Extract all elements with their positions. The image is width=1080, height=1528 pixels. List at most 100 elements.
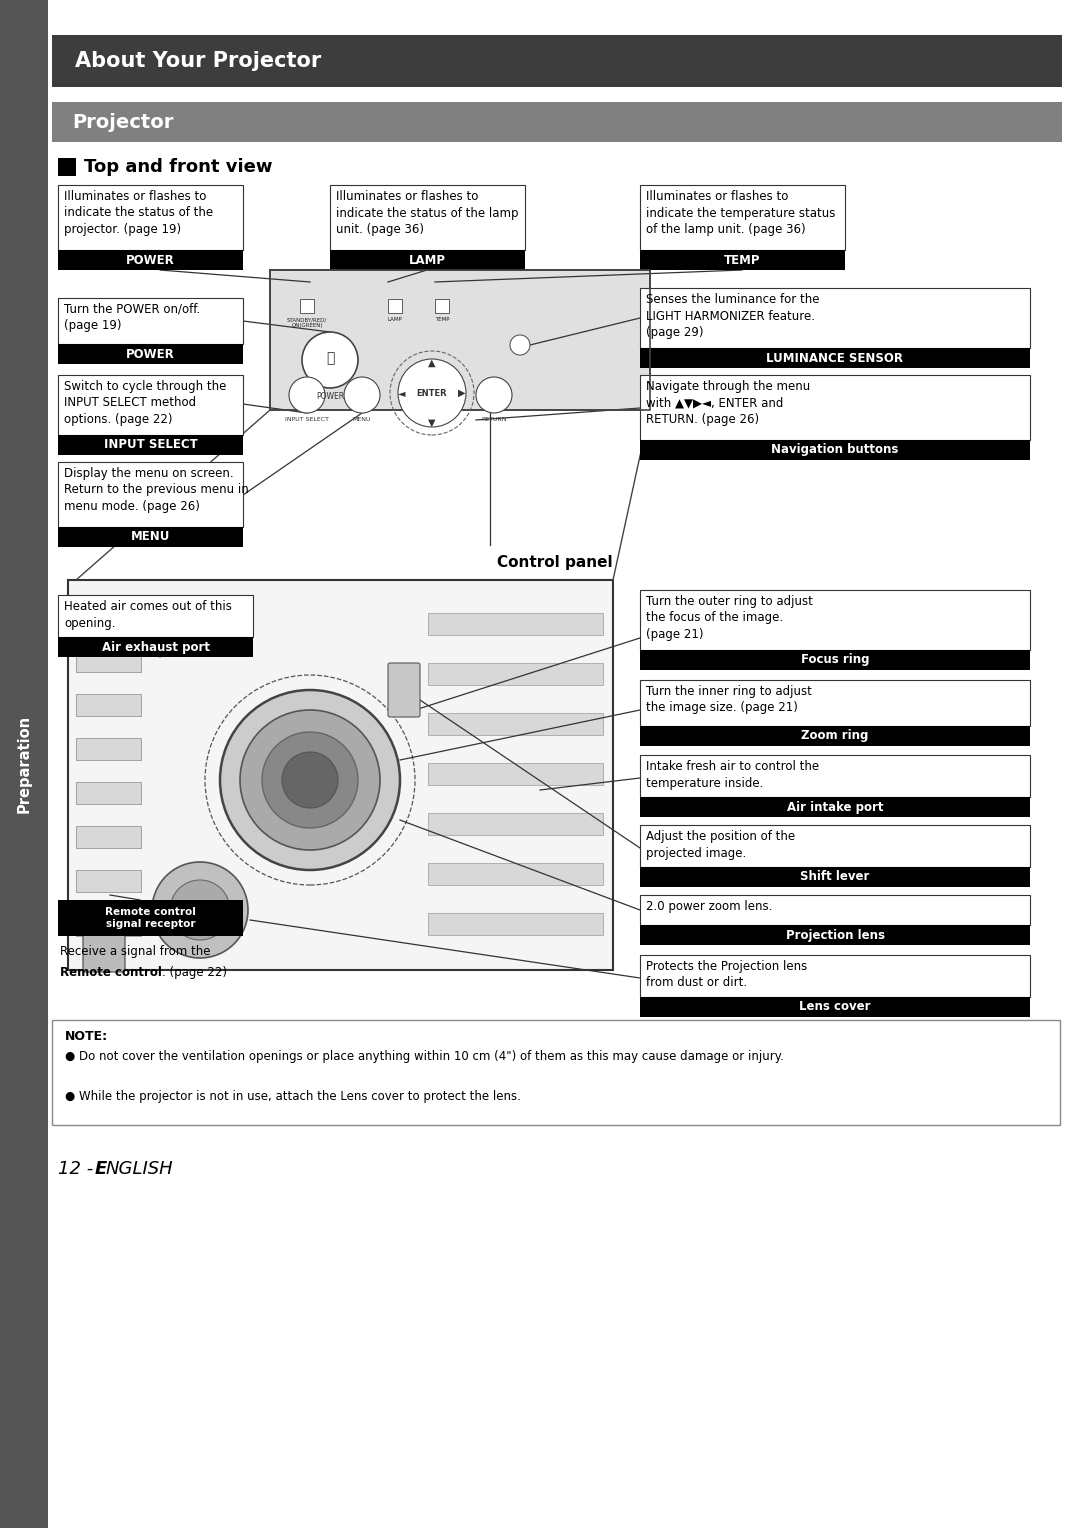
Text: MENU: MENU (131, 530, 171, 544)
Circle shape (282, 752, 338, 808)
FancyBboxPatch shape (640, 924, 1030, 944)
Circle shape (476, 377, 512, 413)
Text: Turn the POWER on/off.
(page 19): Turn the POWER on/off. (page 19) (64, 303, 200, 333)
FancyBboxPatch shape (640, 798, 1030, 817)
Circle shape (220, 691, 400, 869)
Bar (76, 649, 141, 672)
Bar (52, 35, 1062, 87)
Bar (435, 299, 449, 313)
Bar (76, 738, 141, 759)
Text: Turn the inner ring to adjust
the image size. (page 21): Turn the inner ring to adjust the image … (646, 685, 812, 715)
FancyBboxPatch shape (58, 637, 253, 657)
FancyBboxPatch shape (640, 996, 1030, 1018)
Bar (300, 299, 314, 313)
FancyBboxPatch shape (58, 435, 243, 455)
Circle shape (262, 732, 357, 828)
Text: Adjust the position of the
projected image.: Adjust the position of the projected ima… (646, 830, 795, 859)
Text: Turn the outer ring to adjust
the focus of the image.
(page 21): Turn the outer ring to adjust the focus … (646, 594, 813, 642)
FancyBboxPatch shape (68, 581, 613, 970)
Bar (76, 869, 141, 892)
Text: RETURN: RETURN (482, 417, 507, 422)
Text: TEMP: TEMP (435, 316, 449, 322)
Text: 12 -: 12 - (58, 1160, 99, 1178)
FancyBboxPatch shape (640, 726, 1030, 746)
Text: . (page 22): . (page 22) (162, 966, 227, 979)
Bar (58, 900, 243, 937)
FancyBboxPatch shape (330, 185, 525, 251)
FancyBboxPatch shape (58, 527, 243, 547)
Text: 2.0 power zoom lens.: 2.0 power zoom lens. (646, 900, 772, 914)
Bar (76, 914, 141, 937)
Text: Senses the luminance for the
LIGHT HARMONIZER feature.
(page 29): Senses the luminance for the LIGHT HARMO… (646, 293, 820, 339)
FancyBboxPatch shape (58, 461, 243, 527)
Bar (428, 762, 603, 785)
Text: Switch to cycle through the
INPUT SELECT method
options. (page 22): Switch to cycle through the INPUT SELECT… (64, 380, 227, 426)
Circle shape (399, 359, 465, 426)
Text: ▶: ▶ (458, 388, 465, 397)
FancyBboxPatch shape (640, 755, 1030, 798)
Text: Protects the Projection lens
from dust or dirt.: Protects the Projection lens from dust o… (646, 960, 807, 990)
Text: Focus ring: Focus ring (800, 654, 869, 666)
FancyBboxPatch shape (52, 1021, 1059, 1125)
Text: ● While the projector is not in use, attach the Lens cover to protect the lens.: ● While the projector is not in use, att… (65, 1089, 521, 1103)
Text: STANDBY/RED/
ON(GREEN): STANDBY/RED/ ON(GREEN) (287, 316, 327, 329)
Bar (52, 102, 1062, 142)
Text: LAMP: LAMP (388, 316, 403, 322)
Text: INPUT SELECT: INPUT SELECT (285, 417, 329, 422)
Bar (76, 827, 141, 848)
FancyBboxPatch shape (640, 374, 1030, 440)
Text: NOTE:: NOTE: (65, 1030, 108, 1044)
Circle shape (152, 862, 248, 958)
FancyBboxPatch shape (58, 298, 243, 344)
Text: Intake fresh air to control the
temperature inside.: Intake fresh air to control the temperat… (646, 759, 819, 790)
Text: Zoom ring: Zoom ring (801, 729, 868, 743)
Text: E: E (95, 1160, 107, 1178)
FancyBboxPatch shape (640, 825, 1030, 866)
Circle shape (302, 332, 357, 388)
Bar (76, 782, 141, 804)
Circle shape (510, 335, 530, 354)
Text: Preparation: Preparation (16, 715, 31, 813)
Bar (428, 714, 603, 735)
FancyBboxPatch shape (270, 270, 650, 410)
Bar (428, 813, 603, 834)
Text: MENU: MENU (353, 417, 372, 422)
Text: Display the menu on screen.
Return to the previous menu in
menu mode. (page 26): Display the menu on screen. Return to th… (64, 468, 248, 513)
FancyBboxPatch shape (640, 680, 1030, 726)
FancyBboxPatch shape (640, 348, 1030, 368)
Text: POWER: POWER (126, 347, 175, 361)
FancyBboxPatch shape (640, 866, 1030, 886)
Bar (428, 663, 603, 685)
Text: POWER: POWER (316, 393, 345, 400)
FancyBboxPatch shape (388, 663, 420, 717)
Text: LAMP: LAMP (409, 254, 446, 266)
FancyBboxPatch shape (640, 185, 845, 251)
Text: Top and front view: Top and front view (84, 157, 272, 176)
Text: Air intake port: Air intake port (786, 801, 883, 813)
Text: ▼: ▼ (429, 419, 435, 428)
FancyBboxPatch shape (330, 251, 525, 270)
Text: Remote control: Remote control (60, 966, 162, 979)
Text: INPUT SELECT: INPUT SELECT (104, 439, 198, 451)
Text: Heated air comes out of this
opening.: Heated air comes out of this opening. (64, 601, 232, 630)
FancyBboxPatch shape (58, 251, 243, 270)
FancyBboxPatch shape (640, 895, 1030, 924)
Text: ● Do not cover the ventilation openings or place anything within 10 cm (4") of t: ● Do not cover the ventilation openings … (65, 1050, 784, 1063)
Text: Control panel: Control panel (497, 555, 612, 570)
FancyBboxPatch shape (640, 440, 1030, 460)
Text: Illuminates or flashes to
indicate the temperature status
of the lamp unit. (pag: Illuminates or flashes to indicate the t… (646, 189, 835, 235)
Text: Lens cover: Lens cover (799, 1001, 870, 1013)
Text: Remote control
signal receptor: Remote control signal receptor (105, 906, 195, 929)
Text: Illuminates or flashes to
indicate the status of the lamp
unit. (page 36): Illuminates or flashes to indicate the s… (336, 189, 518, 235)
Text: ⏻: ⏻ (326, 351, 334, 365)
FancyBboxPatch shape (83, 927, 125, 972)
Text: ENTER: ENTER (417, 388, 447, 397)
Bar (0, 0, 48, 1528)
Text: NGLISH: NGLISH (106, 1160, 174, 1178)
Text: Navigation buttons: Navigation buttons (771, 443, 899, 457)
Bar (428, 613, 603, 636)
FancyBboxPatch shape (58, 374, 243, 435)
FancyBboxPatch shape (58, 185, 243, 251)
Text: Receive a signal from the: Receive a signal from the (60, 944, 211, 958)
Bar (76, 694, 141, 717)
